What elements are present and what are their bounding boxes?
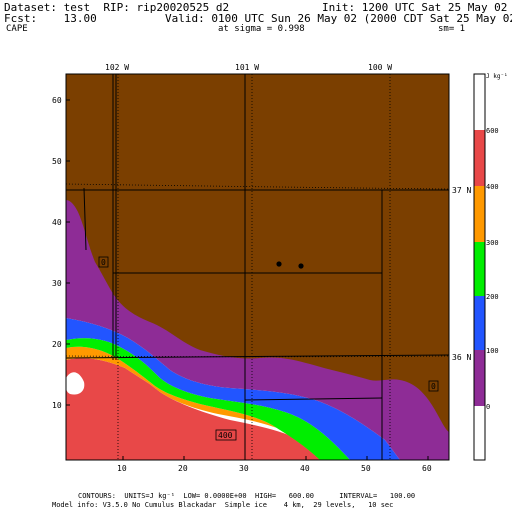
valid-time-label: Valid: 0100 UTC Sun 26 May 02 (2000 CDT … (165, 12, 512, 25)
forecast-hour-label: Fcst: 13.00 (4, 12, 97, 25)
legend-label-0: 0 (486, 403, 490, 411)
plot-frame (65, 73, 450, 461)
legend-label-400: 400 (486, 183, 499, 191)
x-tick-20: 20 (178, 464, 188, 473)
contour-info: CONTOURS: UNITS=J kg⁻¹ LOW= 0.0000E+00 H… (78, 492, 416, 500)
y-tick-40: 40 (52, 218, 62, 227)
x-tick-10: 10 (117, 464, 127, 473)
legend-band-400-600 (474, 130, 485, 186)
green-region (66, 338, 350, 460)
contour-label-0-west: 0 (98, 256, 109, 268)
legend-unit: J kg⁻¹ (486, 73, 508, 80)
county-borders (66, 74, 449, 460)
contour-label-400: 400 (215, 429, 237, 441)
svg-text:400: 400 (218, 431, 233, 440)
svg-text:0: 0 (431, 382, 436, 391)
dataset-label: Dataset: test RIP: rip20020525 d2 (4, 1, 230, 14)
red-region (66, 358, 340, 460)
y-tick-20: 20 (52, 340, 62, 349)
lat-label-37n: 37 N (452, 186, 471, 195)
x-tick-30: 30 (239, 464, 249, 473)
legend-label-600: 600 (486, 127, 499, 135)
y-tick-10: 10 (52, 401, 62, 410)
legend-label-200: 200 (486, 293, 499, 301)
y-tick-50: 50 (52, 157, 62, 166)
station-marker-1 (276, 261, 282, 267)
color-legend (473, 73, 486, 461)
sigma-level: at sigma = 0.998 (218, 24, 305, 34)
smoothing-label: sm= 1 (438, 24, 466, 34)
legend-band-300-400 (474, 186, 485, 242)
blue-region (66, 318, 400, 460)
svg-text:0: 0 (101, 258, 106, 267)
legend-band-below-0 (474, 406, 485, 460)
model-info: Model info: V3.5.0 No Cumulus Blackadar … (52, 501, 394, 509)
lon-label-102w: 102 W (105, 63, 129, 72)
init-time-label: Init: 1200 UTC Sat 25 May 02 (322, 1, 508, 14)
lon-label-100w: 100 W (368, 63, 392, 72)
legend-band-above-600 (474, 74, 485, 130)
legend-label-300: 300 (486, 239, 499, 247)
lat-label-36n: 36 N (452, 353, 471, 362)
field-name: CAPE (6, 24, 28, 34)
y-tick-30: 30 (52, 279, 62, 288)
x-axis (122, 456, 429, 460)
x-tick-50: 50 (361, 464, 371, 473)
station-marker-2 (298, 263, 304, 269)
white-pocket (66, 372, 85, 395)
x-tick-60: 60 (422, 464, 432, 473)
legend-band-0-100 (474, 350, 485, 406)
latlon-grid (66, 74, 449, 460)
legend-band-200-300 (474, 242, 485, 296)
brown-region (66, 74, 449, 432)
lon-label-101w: 101 W (235, 63, 259, 72)
y-axis (66, 99, 70, 406)
y-tick-60: 60 (52, 96, 62, 105)
x-tick-40: 40 (300, 464, 310, 473)
map-field: 0 400 0 (66, 74, 449, 460)
contour-label-0-east: 0 (428, 380, 439, 392)
legend-band-100-200 (474, 296, 485, 350)
legend-label-100: 100 (486, 347, 499, 355)
